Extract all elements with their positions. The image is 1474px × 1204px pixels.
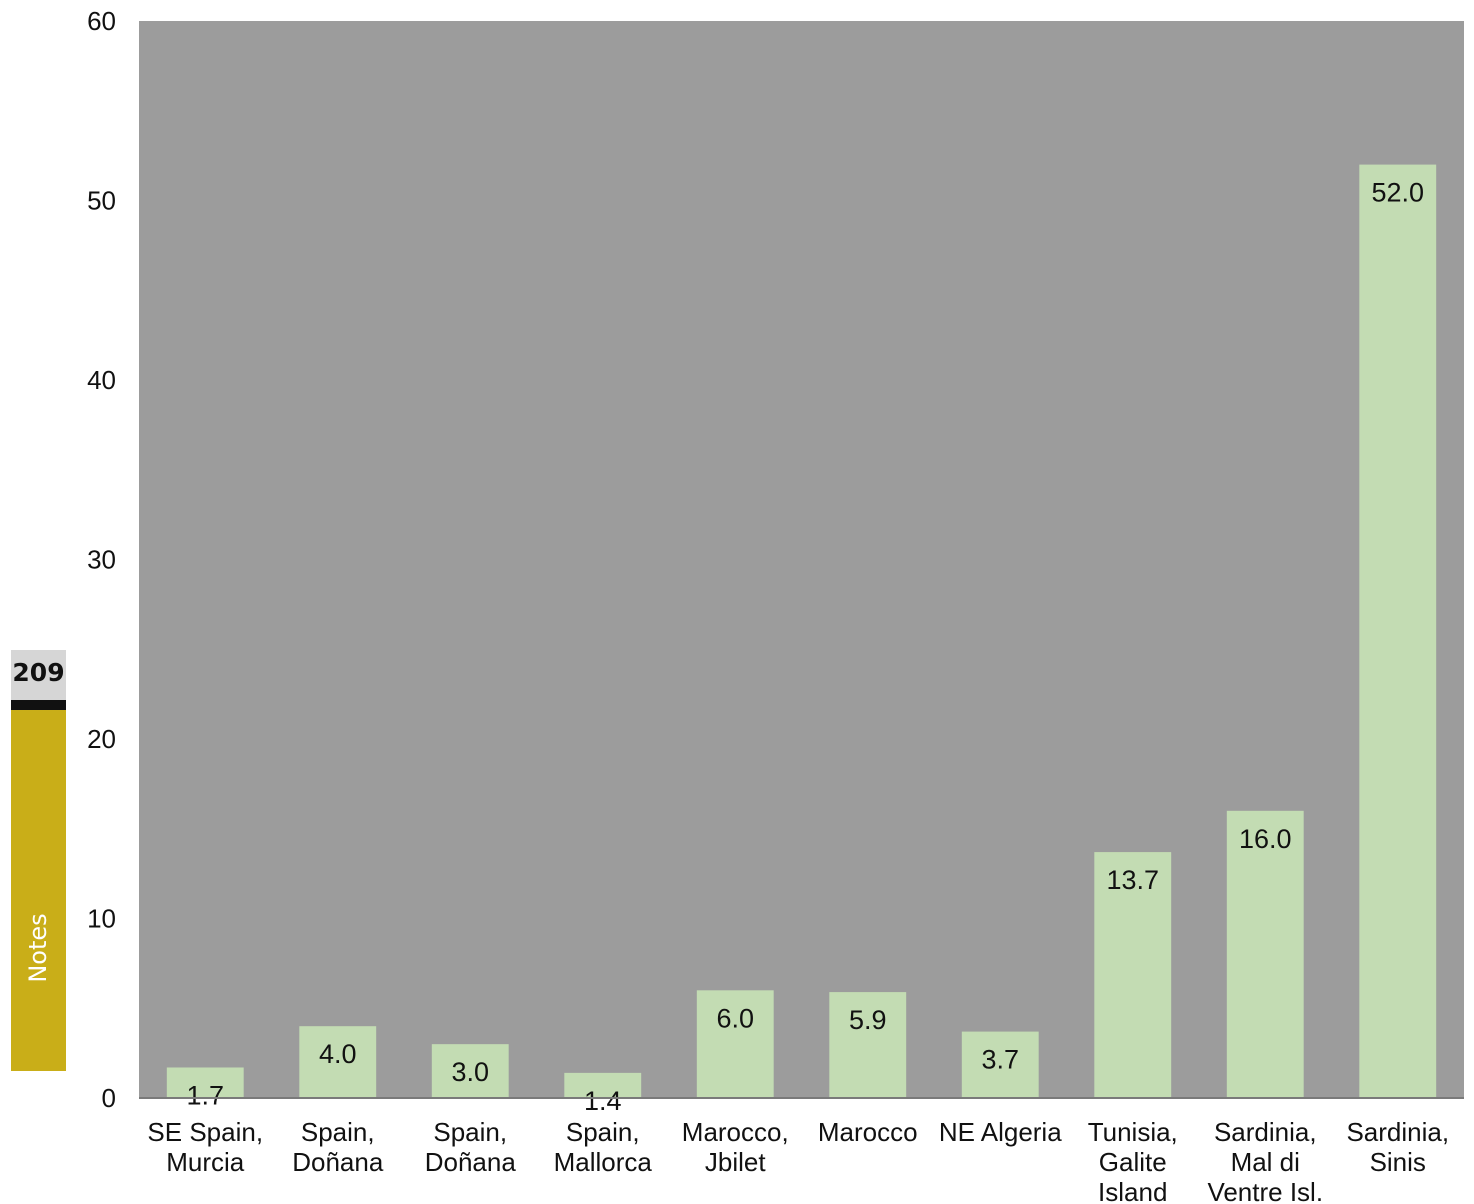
y-tick-label: 60 xyxy=(87,6,116,36)
x-tick-label: Marocco xyxy=(818,1117,918,1147)
tab-divider xyxy=(11,700,66,710)
x-tick-label: NE Algeria xyxy=(939,1117,1062,1147)
bar xyxy=(431,1044,509,1098)
x-tick-label: Spain, Doñana xyxy=(425,1117,517,1177)
bar xyxy=(696,990,774,1098)
bar xyxy=(1359,164,1437,1099)
y-tick-label: 20 xyxy=(87,724,116,754)
page-number: 209 xyxy=(11,650,66,700)
y-tick-label: 10 xyxy=(87,904,116,934)
x-tick-label: Spain, Doñana xyxy=(292,1117,384,1177)
data-label: 6.0 xyxy=(716,1003,754,1033)
side-tab: 209 Notes xyxy=(11,650,66,1071)
notes-label: Notes xyxy=(24,913,52,983)
bar xyxy=(961,1031,1039,1098)
category-labels: SE Spain, Murcia Spain, Doñana Spain, Doñana S… xyxy=(147,1117,1449,1204)
data-label: 1.7 xyxy=(186,1080,224,1110)
data-label: 52.0 xyxy=(1371,178,1424,208)
x-tick-label: Tunisia, Galite Island xyxy=(1088,1117,1178,1204)
data-label: 1.4 xyxy=(584,1086,622,1116)
data-label: 13.7 xyxy=(1106,865,1159,895)
x-tick-label: Sardinia, Mal di Ventre Isl. xyxy=(1207,1117,1323,1204)
x-tick-label: SE Spain, Murcia xyxy=(147,1117,263,1177)
bar xyxy=(1226,810,1304,1098)
x-tick-label: Spain, Mallorca xyxy=(554,1117,653,1177)
bar xyxy=(166,1067,244,1098)
bar xyxy=(1094,852,1172,1098)
notes-tab[interactable]: Notes xyxy=(11,710,66,1071)
x-tick-label: Marocco, Jbilet xyxy=(682,1117,789,1177)
data-label: 3.7 xyxy=(981,1045,1019,1075)
y-tick-label: 40 xyxy=(87,365,116,395)
bar xyxy=(564,1072,642,1098)
bars xyxy=(166,164,1437,1099)
y-tick-label: 0 xyxy=(102,1083,116,1113)
y-tick-label: 30 xyxy=(87,545,116,575)
data-label: 4.0 xyxy=(319,1039,357,1069)
bar xyxy=(829,992,907,1098)
data-label: 5.9 xyxy=(849,1005,887,1035)
y-axis-ticks: 0 10 20 30 40 50 60 xyxy=(87,6,116,1113)
data-labels: 1.7 4.0 3.0 1.4 6.0 5.9 3.7 13.7 16.0 52.0 xyxy=(186,178,1424,1116)
x-tick-label: Sardinia, Sinis xyxy=(1346,1117,1449,1177)
y-tick-label: 50 xyxy=(87,186,116,216)
bar xyxy=(299,1026,377,1098)
data-label: 16.0 xyxy=(1239,824,1292,854)
data-label: 3.0 xyxy=(451,1057,489,1087)
